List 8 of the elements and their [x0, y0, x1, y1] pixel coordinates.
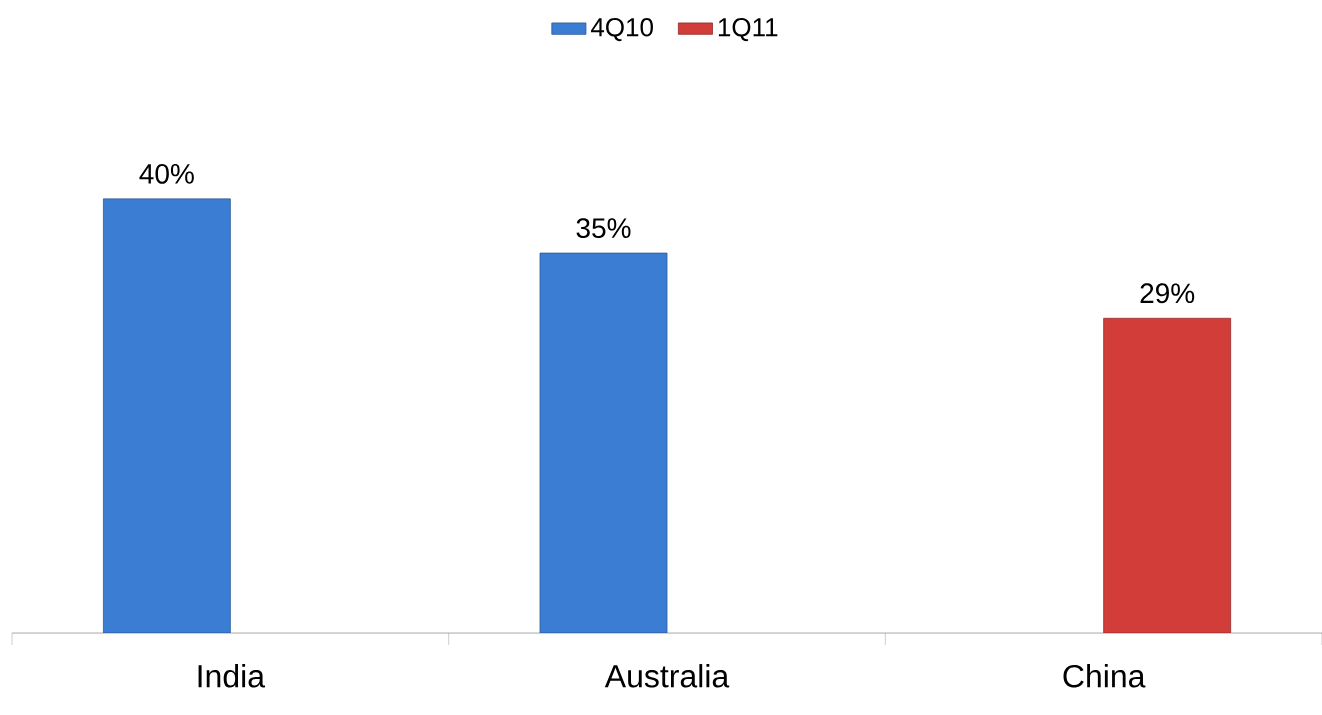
data-label: 29% [1140, 283, 1195, 304]
x-tick-label: Australia [604, 664, 730, 688]
data-label: 35% [576, 218, 631, 239]
data-label: 40% [139, 163, 194, 184]
x-tick-label: India [198, 664, 266, 688]
x-tick-label: China [1063, 664, 1146, 688]
legend-label: 1Q11 [718, 18, 778, 42]
legend-label: 4Q10 [590, 18, 653, 42]
